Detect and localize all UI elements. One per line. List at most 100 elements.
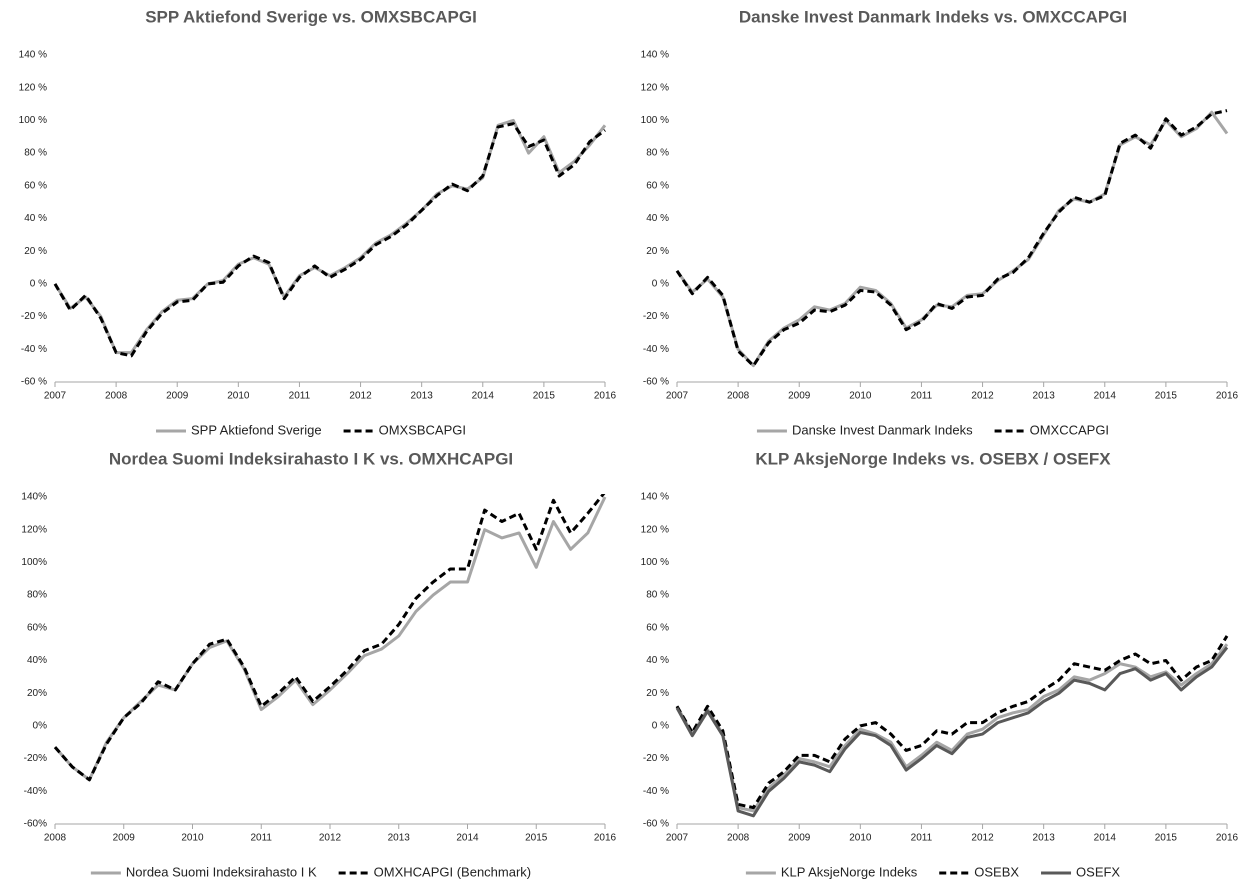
y-tick-label: -40 %: [643, 786, 669, 797]
y-tick-label: -60 %: [21, 377, 47, 388]
legend-label: OSEBX: [974, 864, 1019, 879]
y-tick-label: -40 %: [643, 344, 669, 355]
y-tick-label: 120 %: [641, 524, 669, 535]
x-tick-label: 2007: [666, 833, 689, 844]
y-tick-label: 120 %: [19, 82, 47, 93]
x-tick-label: 2009: [788, 833, 811, 844]
y-tick-label: -20%: [24, 753, 47, 764]
legend: Nordea Suomi Indeksirahasto I K OMXHCAPGI…: [90, 864, 531, 879]
legend-label: OSEFX: [1076, 864, 1120, 879]
legend-label: OMXSBCAPGI: [379, 422, 466, 437]
legend: SPP Aktiefond Sverige OMXSBCAPGI: [156, 422, 466, 437]
x-tick-label: 2011: [289, 391, 311, 402]
y-tick-label: 100 %: [19, 115, 47, 126]
y-tick-label: 140 %: [641, 50, 669, 61]
x-tick-label: 2007: [666, 391, 689, 402]
y-tick-label: -40%: [24, 786, 47, 797]
chart-panel: Nordea Suomi Indeksirahasto I K vs. OMXH…: [21, 449, 616, 879]
y-tick-label: 0 %: [30, 279, 47, 290]
x-tick-label: 2015: [1155, 833, 1178, 844]
x-tick-label: 2013: [1033, 391, 1056, 402]
chart-title: Nordea Suomi Indeksirahasto I K vs. OMXH…: [109, 449, 513, 468]
chart-title: Danske Invest Danmark Indeks vs. OMXCCAP…: [739, 7, 1127, 26]
x-tick-label: 2008: [105, 391, 128, 402]
x-tick-label: 2011: [911, 833, 933, 844]
y-tick-label: 40%: [27, 655, 47, 666]
chart-title: SPP Aktiefond Sverige vs. OMXSBCAPGI: [145, 7, 477, 26]
x-tick-label: 2010: [181, 833, 204, 844]
y-tick-label: -20 %: [643, 753, 669, 764]
y-tick-label: 40 %: [24, 213, 47, 224]
y-tick-label: 20 %: [646, 688, 669, 699]
y-tick-label: 140 %: [19, 50, 47, 61]
y-tick-label: -60 %: [643, 377, 669, 388]
x-tick-label: 2008: [727, 833, 750, 844]
x-tick-label: 2015: [533, 391, 556, 402]
x-tick-label: 2013: [388, 833, 411, 844]
legend: Danske Invest Danmark Indeks OMXCCAPGI: [756, 422, 1109, 437]
series-line: [675, 646, 1229, 818]
y-tick-label: 100 %: [641, 115, 669, 126]
x-tick-label: 2014: [472, 391, 495, 402]
y-tick-label: 80 %: [24, 148, 47, 159]
y-tick-label: -40 %: [21, 344, 47, 355]
x-tick-label: 2008: [44, 833, 67, 844]
series-line: [53, 496, 607, 782]
chart-panel: Danske Invest Danmark Indeks vs. OMXCCAP…: [641, 7, 1239, 437]
y-tick-label: 80 %: [646, 148, 669, 159]
x-tick-label: 2012: [349, 391, 372, 402]
x-tick-label: 2010: [849, 833, 872, 844]
x-tick-label: 2010: [849, 391, 872, 402]
series-line: [675, 635, 1229, 810]
y-tick-label: 140%: [21, 492, 47, 503]
y-tick-label: 140 %: [641, 492, 669, 503]
y-tick-label: 20 %: [24, 246, 47, 257]
series-line: [53, 118, 607, 355]
x-tick-label: 2016: [594, 833, 617, 844]
x-tick-label: 2016: [1216, 833, 1239, 844]
legend-label: OMXCCAPGI: [1030, 422, 1109, 437]
series-line: [675, 109, 1228, 368]
x-tick-label: 2009: [113, 833, 136, 844]
x-tick-label: 2010: [227, 391, 250, 402]
x-tick-label: 2012: [971, 391, 994, 402]
x-tick-label: 2014: [456, 833, 479, 844]
x-tick-label: 2011: [250, 833, 272, 844]
chart-panel: KLP AksjeNorge Indeks vs. OSEBX / OSEFX -…: [641, 449, 1239, 879]
legend-label: Nordea Suomi Indeksirahasto I K: [126, 864, 317, 879]
x-tick-label: 2012: [971, 833, 994, 844]
y-tick-label: 100%: [21, 557, 47, 568]
x-tick-label: 2009: [788, 391, 811, 402]
y-tick-label: 60 %: [646, 622, 669, 633]
y-tick-label: 20%: [27, 688, 47, 699]
x-tick-label: 2009: [166, 391, 189, 402]
x-tick-label: 2013: [1033, 833, 1056, 844]
x-tick-label: 2011: [911, 391, 933, 402]
y-tick-label: 40 %: [646, 655, 669, 666]
y-tick-label: 100 %: [641, 557, 669, 568]
y-tick-label: 60 %: [24, 180, 47, 191]
x-tick-label: 2015: [525, 833, 548, 844]
y-tick-label: 40 %: [646, 213, 669, 224]
x-tick-label: 2012: [319, 833, 342, 844]
x-tick-label: 2008: [727, 391, 750, 402]
series-line: [53, 494, 606, 782]
legend-label: KLP AksjeNorge Indeks: [781, 864, 918, 879]
chart-title: KLP AksjeNorge Indeks vs. OSEBX / OSEFX: [755, 449, 1111, 468]
series-line: [675, 110, 1229, 368]
x-tick-label: 2015: [1155, 391, 1178, 402]
series-line: [53, 122, 606, 358]
y-tick-label: 80%: [27, 590, 47, 601]
y-tick-label: 120%: [21, 524, 47, 535]
x-tick-label: 2007: [44, 391, 67, 402]
y-tick-label: 80 %: [646, 590, 669, 601]
y-tick-label: 0%: [33, 721, 48, 732]
x-tick-label: 2013: [411, 391, 434, 402]
x-tick-label: 2016: [594, 391, 617, 402]
y-tick-label: 60%: [27, 622, 47, 633]
y-tick-label: 60 %: [646, 180, 669, 191]
y-tick-label: 0 %: [652, 721, 669, 732]
y-tick-label: 20 %: [646, 246, 669, 257]
x-tick-label: 2014: [1094, 833, 1117, 844]
